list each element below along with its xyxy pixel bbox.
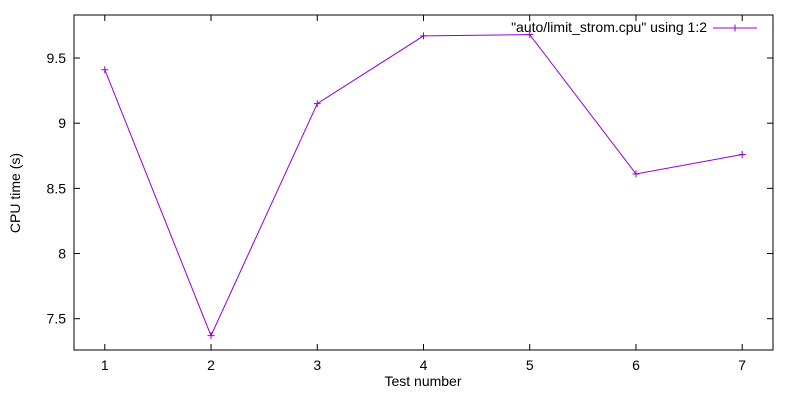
- data-point-markers: [101, 31, 746, 340]
- legend: "auto/limit_strom.cpu" using 1:2: [511, 19, 757, 35]
- data-line: [104, 34, 743, 337]
- plot-frame: [73, 14, 774, 351]
- legend-plus-marker: [731, 24, 739, 32]
- x-tick-label: 6: [632, 357, 640, 373]
- legend-label: "auto/limit_strom.cpu" using 1:2: [511, 19, 707, 35]
- x-tick-label: 5: [526, 357, 534, 373]
- x-tick-label: 2: [207, 357, 215, 373]
- x-axis-title: Test number: [384, 373, 461, 389]
- y-tick-label: 8: [58, 246, 66, 262]
- y-tick-label: 9: [58, 115, 66, 131]
- y-tick-label: 7.5: [47, 311, 67, 327]
- x-tick-label: 3: [313, 357, 321, 373]
- chart-generated-content: 1 2 3 4 5 6 7 7.5 8 8.5 9 9.5: [47, 15, 773, 373]
- y-tick-label: 9.5: [47, 50, 67, 66]
- x-tick-label: 7: [738, 357, 746, 373]
- x-tick-label: 4: [420, 357, 428, 373]
- y-axis-title: CPU time (s): [7, 153, 23, 233]
- y-tick-label: 8.5: [47, 180, 67, 196]
- x-tick-label: 1: [101, 357, 109, 373]
